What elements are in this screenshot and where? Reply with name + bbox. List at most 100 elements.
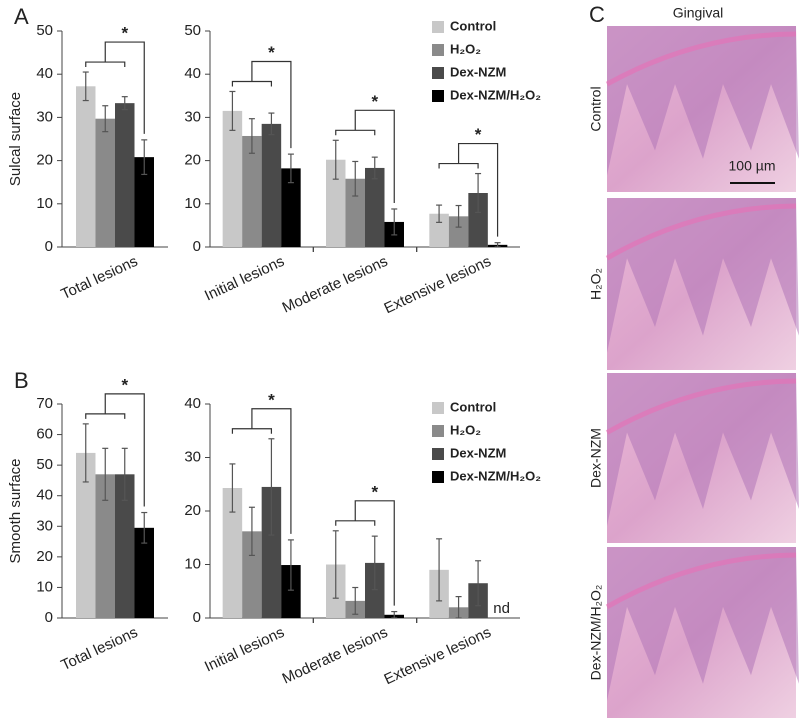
x-tick-label: Initial lesions bbox=[202, 624, 287, 676]
panel-label: B bbox=[14, 368, 29, 393]
legend-label: Dex-NZM/H₂O₂ bbox=[450, 87, 541, 102]
error-bar bbox=[391, 610, 398, 619]
y-tick-label: 30 bbox=[36, 517, 53, 534]
panel-label: C bbox=[589, 2, 605, 27]
error-bar bbox=[268, 438, 275, 536]
y-tick-label: 0 bbox=[193, 609, 201, 626]
legend-label: Dex-NZM bbox=[450, 64, 506, 79]
significance-bracket bbox=[85, 393, 145, 507]
y-tick-label: 70 bbox=[36, 395, 53, 412]
error-bar bbox=[455, 595, 462, 619]
significance-bracket bbox=[335, 500, 395, 606]
error-bar bbox=[102, 105, 109, 133]
legend-swatch bbox=[432, 471, 444, 483]
error-bar bbox=[287, 539, 294, 591]
error-bar bbox=[475, 172, 482, 214]
error-bar bbox=[229, 90, 236, 131]
keratin bbox=[605, 378, 797, 435]
error-bar bbox=[475, 560, 482, 607]
error-bar bbox=[248, 506, 255, 557]
y-tick-label: 50 bbox=[36, 456, 53, 473]
significance-bracket bbox=[231, 408, 292, 534]
error-bar bbox=[352, 586, 359, 615]
bar bbox=[281, 565, 301, 618]
y-tick-label: 20 bbox=[36, 152, 53, 169]
panel-title: Gingival bbox=[673, 5, 724, 21]
x-tick-label: Moderate lesions bbox=[280, 624, 391, 688]
bar bbox=[242, 531, 262, 618]
y-tick-label: 10 bbox=[36, 578, 53, 595]
x-tick-label: Moderate lesions bbox=[280, 253, 391, 317]
error-bar bbox=[352, 160, 359, 197]
bar bbox=[134, 527, 154, 618]
error-bar bbox=[332, 139, 339, 180]
error-bar bbox=[287, 153, 294, 184]
bar bbox=[134, 157, 154, 247]
bar bbox=[222, 110, 243, 247]
error-bar bbox=[82, 71, 89, 102]
y-tick-label: 50 bbox=[184, 22, 201, 39]
keratin bbox=[605, 31, 797, 87]
legend-label: Control bbox=[450, 399, 496, 414]
y-tick-label: 10 bbox=[36, 195, 53, 212]
error-bar bbox=[455, 204, 462, 228]
bar bbox=[115, 474, 135, 618]
y-tick-label: 40 bbox=[36, 487, 53, 504]
bar bbox=[222, 487, 243, 618]
keratin bbox=[605, 552, 797, 610]
bar bbox=[261, 486, 282, 618]
y-tick-label: 20 bbox=[36, 548, 53, 565]
x-tick-label: Initial lesions bbox=[202, 253, 287, 305]
x-tick-label: Total lesions bbox=[58, 253, 140, 303]
value-label: nd bbox=[493, 600, 510, 617]
bar bbox=[76, 452, 96, 618]
y-tick-label: 0 bbox=[45, 238, 53, 255]
bar bbox=[261, 123, 282, 247]
panel-label: A bbox=[14, 4, 29, 29]
significance-label: * bbox=[121, 375, 128, 394]
error-bar bbox=[371, 535, 378, 591]
bar bbox=[468, 193, 488, 247]
legend-label: Control bbox=[450, 18, 496, 33]
bar bbox=[429, 213, 449, 247]
x-tick-label: Total lesions bbox=[58, 624, 140, 674]
y-tick-label: 0 bbox=[45, 609, 53, 626]
bar bbox=[95, 474, 115, 618]
legend-label: Dex-NZM/H₂O₂ bbox=[450, 468, 541, 483]
legend-label: H₂O₂ bbox=[450, 422, 481, 437]
error-bar bbox=[371, 156, 378, 180]
bar bbox=[345, 178, 365, 247]
bar bbox=[115, 103, 135, 247]
legend-swatch bbox=[432, 44, 444, 56]
x-tick-label: Extensive lesions bbox=[381, 253, 493, 317]
bar bbox=[365, 167, 385, 247]
error-bar bbox=[102, 447, 109, 501]
significance-label: * bbox=[371, 92, 378, 111]
significance-bracket bbox=[85, 41, 145, 134]
significance-bracket bbox=[438, 142, 499, 237]
error-bar bbox=[248, 118, 255, 154]
significance-label: * bbox=[475, 125, 482, 144]
y-tick-label: 10 bbox=[184, 555, 201, 572]
legend-swatch bbox=[432, 425, 444, 437]
y-tick-label: 30 bbox=[36, 108, 53, 125]
legend-swatch bbox=[432, 21, 444, 33]
y-tick-label: 40 bbox=[184, 395, 201, 412]
error-bar bbox=[141, 139, 148, 176]
y-tick-label: 30 bbox=[184, 108, 201, 125]
y-axis-label: Smooth surface bbox=[7, 458, 24, 563]
significance-label: * bbox=[371, 482, 378, 501]
significance-label: * bbox=[121, 24, 128, 43]
error-bar bbox=[121, 447, 128, 501]
y-tick-label: 20 bbox=[184, 502, 201, 519]
y-tick-label: 50 bbox=[36, 22, 53, 39]
y-tick-label: 40 bbox=[36, 65, 53, 82]
significance-bracket bbox=[335, 109, 395, 203]
legend-label: H₂O₂ bbox=[450, 41, 481, 56]
error-bar bbox=[121, 96, 128, 111]
error-bar bbox=[268, 112, 275, 136]
significance-label: * bbox=[268, 390, 275, 409]
bar bbox=[281, 168, 301, 247]
bar bbox=[76, 86, 96, 248]
